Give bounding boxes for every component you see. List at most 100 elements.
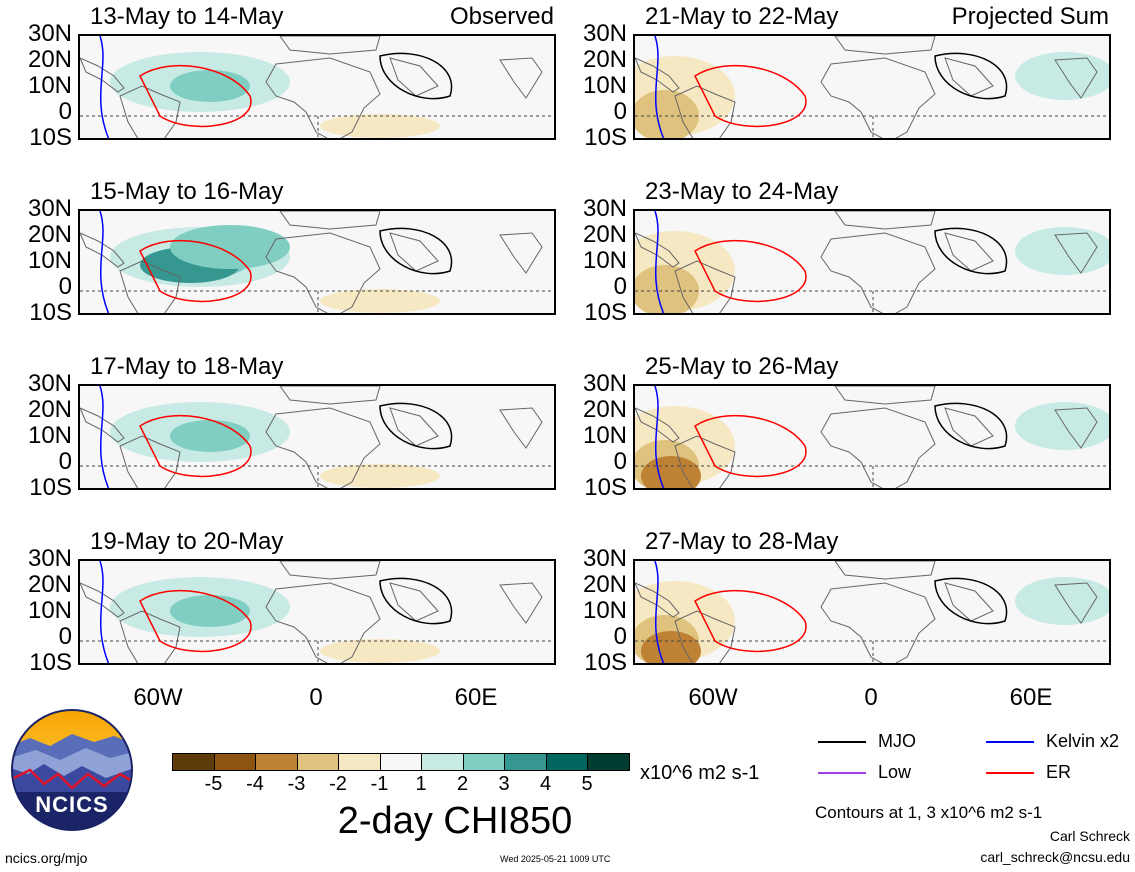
latitude-label: 30N	[582, 545, 627, 572]
map-svg	[635, 561, 1109, 663]
coastline	[944, 57, 994, 97]
colorbar-swatch	[421, 753, 464, 771]
map-panel	[633, 209, 1111, 315]
map-svg	[635, 211, 1109, 313]
coastline	[389, 57, 439, 97]
latitude-label: 20N	[27, 46, 72, 73]
coastline	[674, 260, 736, 313]
coastline	[389, 582, 439, 622]
contour-line	[139, 239, 252, 303]
coastline	[635, 57, 680, 93]
coastline	[279, 386, 381, 405]
latitude-label: 20N	[27, 396, 72, 423]
map-panel	[633, 384, 1111, 490]
anomaly-shading	[1015, 227, 1109, 275]
latitude-label: 30N	[27, 545, 72, 572]
map-svg	[635, 386, 1109, 488]
panel-title: 23-May to 24-May	[645, 178, 839, 205]
longitude-label: 60E	[454, 684, 498, 711]
coastline	[820, 57, 936, 138]
coastline	[80, 407, 125, 443]
contour-line	[694, 589, 807, 653]
coastline	[944, 232, 994, 272]
map-svg	[80, 386, 554, 488]
contour-line	[654, 561, 665, 663]
panel-title: 15-May to 16-May	[90, 178, 284, 205]
coastline	[499, 232, 543, 274]
legend-line-swatch	[818, 741, 866, 743]
latitude-label: 20N	[582, 396, 627, 423]
contour-line	[379, 52, 453, 100]
coastline	[499, 407, 543, 449]
coastline	[80, 57, 125, 93]
latitude-label: 30N	[27, 20, 72, 47]
panel-corner-label: Observed	[449, 3, 554, 30]
latitude-label: 0	[58, 623, 72, 650]
anomaly-shading	[635, 265, 699, 313]
author-email[interactable]: carl_schreck@ncsu.edu	[980, 849, 1130, 865]
coastline	[820, 232, 936, 313]
colorbar-tick-label: 2	[456, 773, 469, 795]
panel-corner-label: Projected Sum	[951, 3, 1109, 30]
latitude-label: 0	[613, 623, 627, 650]
latitude-label: 30N	[582, 370, 627, 397]
coastline	[265, 582, 381, 663]
latitude-label: 10N	[582, 72, 627, 99]
latitude-label: 10S	[584, 649, 627, 676]
contour-line	[379, 402, 453, 450]
contour-line	[379, 227, 453, 275]
contour-line	[99, 36, 110, 138]
coastline	[674, 435, 736, 488]
anomaly-shading	[1015, 577, 1109, 625]
site-link[interactable]: ncics.org/mjo	[5, 850, 88, 866]
latitude-label: 10N	[582, 597, 627, 624]
coastline	[635, 232, 680, 268]
legend-label: Low	[878, 762, 912, 782]
latitude-label: 0	[58, 273, 72, 300]
panel-title: 17-May to 18-May	[90, 353, 284, 380]
anomaly-shading	[1015, 402, 1109, 450]
latitude-label: 10S	[584, 474, 627, 501]
coastline	[834, 211, 936, 230]
longitude-label: 60E	[1009, 684, 1053, 711]
latitude-label: 20N	[27, 571, 72, 598]
map-panel	[633, 559, 1111, 665]
latitude-label: 30N	[582, 20, 627, 47]
coastline	[119, 610, 181, 663]
panel-title: 13-May to 14-May	[90, 3, 284, 30]
map-svg	[80, 211, 554, 313]
map-panel	[633, 34, 1111, 140]
coastline	[820, 582, 936, 663]
colorbar-swatch	[545, 753, 588, 771]
colorbar-swatch	[296, 753, 339, 771]
latitude-label: 20N	[582, 571, 627, 598]
author-name: Carl Schreck	[1049, 828, 1130, 844]
contour-line	[379, 577, 453, 625]
ncics-logo[interactable]: NCICS	[10, 708, 134, 832]
legend-label: ER	[1046, 762, 1072, 782]
panel-title: 27-May to 28-May	[645, 528, 839, 555]
colorbar-tick-label: -4	[246, 773, 264, 795]
panel-title: 25-May to 26-May	[645, 353, 839, 380]
colorbar-swatch	[379, 753, 422, 771]
latitude-label: 10S	[584, 124, 627, 151]
contour-line	[934, 402, 1008, 450]
latitude-label: 10N	[582, 247, 627, 274]
coastline	[119, 435, 181, 488]
contours-note: Contours at 1, 3 x10^6 m2 s-1	[815, 803, 1043, 822]
coastline	[499, 57, 543, 99]
longitude-label: 60W	[133, 684, 183, 711]
coastline	[80, 232, 125, 268]
latitude-label: 20N	[582, 221, 627, 248]
anomaly-shading	[170, 70, 250, 102]
contour-line	[99, 211, 110, 313]
latitude-label: 10S	[29, 299, 72, 326]
coastline	[119, 85, 181, 138]
latitude-label: 0	[58, 98, 72, 125]
logo-text: NCICS	[35, 792, 109, 817]
latitude-label: 10S	[29, 649, 72, 676]
colorbar-tick-label: 5	[581, 773, 593, 795]
anomaly-shading	[320, 289, 440, 313]
coastline	[279, 36, 381, 55]
longitude-label: 60W	[688, 684, 738, 711]
